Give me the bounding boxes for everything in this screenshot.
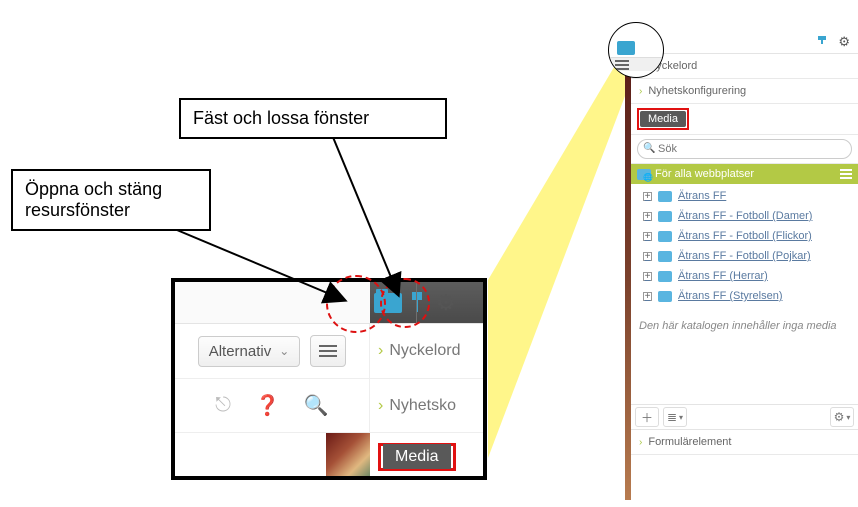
folder-icon (658, 211, 672, 222)
tree-item[interactable]: + Ätrans FF - Fotboll (Damer) (631, 206, 858, 226)
folder-tree: + Ätrans FF + Ätrans FF - Fotboll (Damer… (631, 184, 858, 308)
folder-icon (658, 191, 672, 202)
expand-icon[interactable]: + (643, 212, 652, 221)
folder-icon (658, 291, 672, 302)
tree-item[interactable]: + Ätrans FF (Styrelsen) (631, 286, 858, 306)
expand-icon[interactable]: + (643, 252, 652, 261)
media-tab[interactable]: Media (640, 111, 686, 127)
expand-icon[interactable]: + (643, 272, 652, 281)
tree-item-label: Ätrans FF - Fotboll (Flickor) (678, 230, 812, 242)
open-resource-icon (617, 41, 635, 55)
chevron-right-icon: › (639, 437, 642, 448)
tree-item[interactable]: + Ätrans FF (631, 186, 858, 206)
settings-button[interactable]: ⚙ (830, 407, 854, 427)
tree-root[interactable]: För alla webbplatser (631, 164, 858, 184)
expand-icon[interactable]: + (643, 292, 652, 301)
callout-text: Fäst och lossa fönster (193, 108, 369, 128)
add-button[interactable]: ＋ (635, 407, 659, 427)
tree-item-label: Ätrans FF (Styrelsen) (678, 290, 783, 302)
search-input[interactable] (637, 139, 852, 159)
tree-item[interactable]: + Ätrans FF - Fotboll (Pojkar) (631, 246, 858, 266)
section-nyckelord[interactable]: › Nyckelord (631, 54, 858, 79)
gear-icon[interactable]: ⚙ (436, 290, 456, 316)
tree-item[interactable]: + Ätrans FF (Herrar) (631, 266, 858, 286)
media-tab[interactable]: Media (383, 444, 451, 469)
chevron-right-icon: › (378, 397, 383, 415)
help-icon[interactable]: ❓ (255, 393, 280, 418)
section-label: Nyhetskonfigurering (648, 85, 746, 97)
media-highlight: Media (378, 443, 456, 471)
section-nyhetskonfigurering[interactable]: › Nyhetsko (370, 379, 483, 432)
search-icon: 🔍 (643, 143, 655, 154)
tree-item-label: Ätrans FF (678, 190, 726, 202)
callout-text: Öppna och stäng resursfönster (25, 179, 162, 220)
pin-icon[interactable] (816, 36, 828, 48)
chevron-right-icon: › (639, 86, 642, 97)
tree-item-label: Ätrans FF - Fotboll (Damer) (678, 210, 812, 222)
folder-icon (658, 251, 672, 262)
tree-item-label: Ätrans FF - Fotboll (Pojkar) (678, 250, 811, 262)
list-view-button[interactable]: ≣ (663, 407, 687, 427)
background-image-strip (625, 60, 631, 500)
section-formularelement[interactable]: › Formulärelement (631, 430, 858, 455)
media-highlight: Media (637, 108, 689, 130)
chevron-down-icon: ⌄ (279, 344, 289, 358)
list-view-button[interactable] (310, 335, 346, 367)
search-icon[interactable]: 🔍 (304, 393, 329, 418)
section-nyckelord[interactable]: › Nyckelord (370, 324, 483, 378)
list-icon (615, 60, 629, 70)
menu-icon[interactable] (840, 169, 852, 179)
section-label: Nyckelord (389, 342, 460, 360)
section-label: Nyhetsko (389, 397, 456, 415)
section-label: Formulärelement (648, 436, 731, 448)
pin-icon[interactable] (408, 292, 426, 314)
alternativ-dropdown[interactable]: Alternativ ⌄ (198, 336, 301, 367)
tree-item[interactable]: + Ätrans FF - Fotboll (Flickor) (631, 226, 858, 246)
folder-icon (658, 231, 672, 242)
gear-icon[interactable]: ⚙ (838, 34, 850, 50)
zoom-circle (608, 22, 664, 78)
expand-icon[interactable]: + (643, 192, 652, 201)
section-nyhetskonfigurering[interactable]: › Nyhetskonfigurering (631, 79, 858, 104)
background-thumbnail (326, 433, 370, 480)
sitemap-icon[interactable]: ⎋ (215, 394, 231, 417)
folder-globe-icon (637, 169, 651, 180)
resource-panel: ⚙ › Nyckelord › Nyhetskonfigurering Medi… (630, 30, 858, 455)
tree-item-label: Ätrans FF (Herrar) (678, 270, 768, 282)
empty-catalog-message: Den här katalogen innehåller inga media (631, 308, 858, 344)
tree-root-label: För alla webbplatser (655, 168, 754, 180)
expand-icon[interactable]: + (643, 232, 652, 241)
open-resource-icon[interactable] (374, 293, 402, 313)
chevron-right-icon: › (378, 342, 383, 360)
dropdown-label: Alternativ (209, 343, 272, 360)
callout-open-close: Öppna och stäng resursfönster (11, 169, 211, 231)
callout-pin-unpin: Fäst och lossa fönster (179, 98, 447, 139)
zoomed-panel: ⚙ Alternativ ⌄ › Nyckelord ⎋ ❓ 🔍 › Nyhet… (171, 278, 487, 480)
folder-icon (658, 271, 672, 282)
